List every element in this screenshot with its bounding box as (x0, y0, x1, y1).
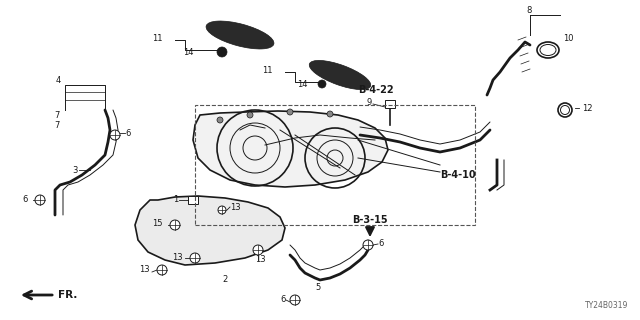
Polygon shape (135, 196, 285, 265)
Bar (188, 196, 198, 204)
Text: 13: 13 (230, 203, 241, 212)
Text: 7: 7 (54, 110, 60, 119)
Text: B-4-10: B-4-10 (440, 170, 476, 180)
Text: 8: 8 (526, 5, 532, 14)
Circle shape (287, 109, 293, 115)
Bar (195, 105, 475, 225)
Text: TY24B0319: TY24B0319 (584, 301, 628, 310)
Circle shape (217, 117, 223, 123)
Text: 14: 14 (297, 79, 307, 89)
Ellipse shape (309, 60, 371, 90)
Text: 6: 6 (125, 129, 131, 138)
Circle shape (157, 265, 167, 275)
Ellipse shape (206, 21, 274, 49)
Circle shape (170, 220, 180, 230)
Bar (385, 100, 395, 108)
Text: 5: 5 (316, 283, 321, 292)
Text: 6: 6 (280, 295, 286, 305)
Text: 13: 13 (255, 255, 266, 265)
Text: 11: 11 (262, 66, 273, 75)
Text: 12: 12 (582, 103, 593, 113)
Polygon shape (193, 111, 388, 187)
Text: 10: 10 (563, 34, 573, 43)
Text: 7: 7 (54, 121, 60, 130)
Text: FR.: FR. (58, 290, 77, 300)
Text: 1: 1 (173, 196, 178, 204)
Text: 3: 3 (72, 165, 78, 174)
Circle shape (363, 240, 373, 250)
Text: 11: 11 (152, 34, 163, 43)
Circle shape (318, 80, 326, 88)
Text: 15: 15 (152, 219, 163, 228)
Text: 13: 13 (140, 266, 150, 275)
Circle shape (218, 206, 226, 214)
Circle shape (217, 47, 227, 57)
Text: 13: 13 (172, 253, 183, 262)
Circle shape (190, 253, 200, 263)
Circle shape (290, 295, 300, 305)
Text: 4: 4 (56, 76, 61, 84)
Text: 9: 9 (367, 98, 372, 107)
Circle shape (327, 111, 333, 117)
Circle shape (253, 245, 263, 255)
Text: B-3-15: B-3-15 (352, 215, 388, 225)
Text: 6: 6 (22, 196, 28, 204)
Circle shape (35, 195, 45, 205)
Circle shape (247, 112, 253, 118)
Text: 2: 2 (222, 276, 228, 284)
Text: 14: 14 (183, 47, 193, 57)
Circle shape (110, 130, 120, 140)
Text: B-4-22: B-4-22 (358, 85, 394, 95)
Text: 6: 6 (378, 239, 383, 249)
